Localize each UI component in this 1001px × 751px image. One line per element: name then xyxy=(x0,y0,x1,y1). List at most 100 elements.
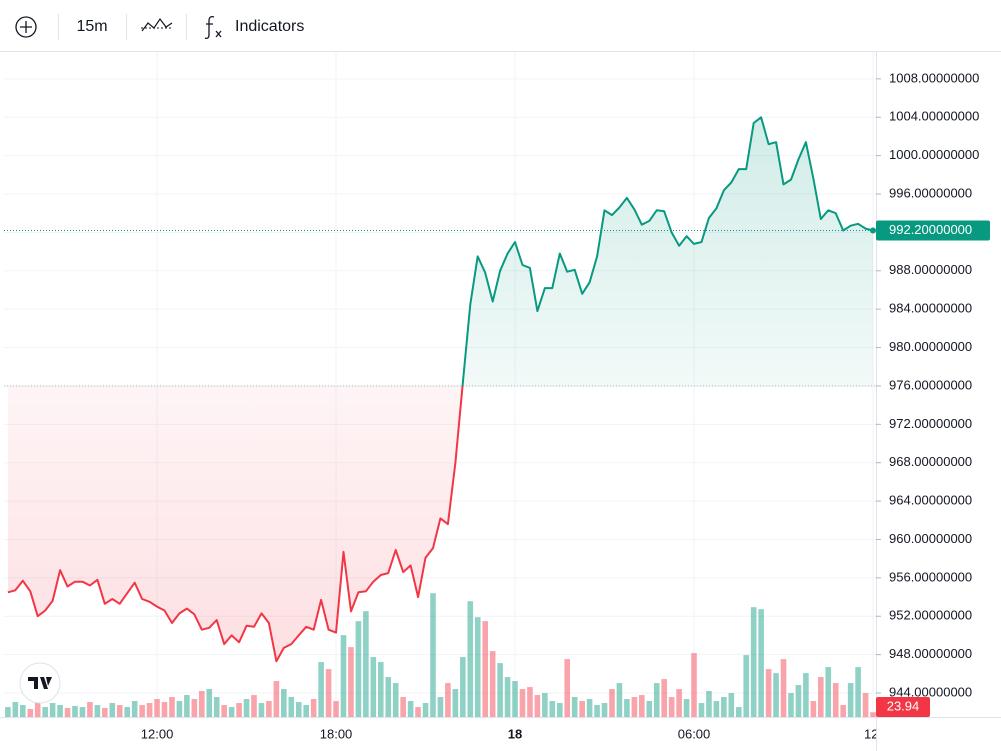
plot xyxy=(4,52,877,717)
volume-bar xyxy=(758,609,764,717)
volume-bar xyxy=(601,703,608,717)
volume-bar xyxy=(616,683,623,717)
volume-bar xyxy=(750,607,757,717)
volume-bar xyxy=(586,699,593,717)
volume-bar xyxy=(273,681,280,717)
volume-bar xyxy=(206,689,213,717)
volume-bar xyxy=(161,702,168,717)
volume-bar xyxy=(832,683,839,717)
last-price-label: 992.20000000 xyxy=(889,222,972,237)
volume-bar xyxy=(474,617,481,717)
y-tick-label: 984.00000000 xyxy=(889,301,972,316)
fx-icon xyxy=(204,15,222,40)
y-tick-label: 960.00000000 xyxy=(889,531,972,546)
volume-bar xyxy=(34,701,41,717)
volume-bar xyxy=(497,663,503,717)
y-tick-label: 968.00000000 xyxy=(889,454,972,469)
volume-bar xyxy=(87,702,93,717)
volume-bar xyxy=(258,703,265,717)
volume-bar xyxy=(661,679,667,717)
y-tick-label: 980.00000000 xyxy=(889,339,972,354)
volume-bar xyxy=(49,703,56,717)
volume-bar xyxy=(653,683,660,717)
volume-bar xyxy=(19,705,26,717)
volume-bar xyxy=(519,689,526,717)
volume-bar xyxy=(556,703,563,717)
y-tick-label: 1004.00000000 xyxy=(889,109,979,124)
volume-bar xyxy=(310,699,317,717)
volume-bar xyxy=(392,683,399,717)
volume-bar xyxy=(415,707,421,717)
volume-bar xyxy=(624,699,630,717)
y-tick-label: 952.00000000 xyxy=(889,608,972,623)
interval-button[interactable]: 15m xyxy=(76,18,107,35)
y-tick-label: 964.00000000 xyxy=(889,493,972,508)
volume-bar xyxy=(12,702,19,717)
volume-bar xyxy=(870,712,876,717)
add-icon xyxy=(15,16,37,38)
x-tick-label: 18:00 xyxy=(320,726,353,741)
volume-bar xyxy=(512,681,518,717)
volume-bar xyxy=(482,621,488,717)
volume-bar xyxy=(303,705,310,717)
y-tick-label: 948.00000000 xyxy=(889,646,972,661)
volume-bar xyxy=(534,695,541,717)
toolbar: 15m Indicators xyxy=(0,0,1001,52)
volume-bar xyxy=(765,669,772,717)
volume-bar xyxy=(564,659,571,717)
volume-bar xyxy=(266,701,272,717)
volume-bar xyxy=(191,699,198,717)
volume-bar xyxy=(467,601,474,717)
volume-bar xyxy=(818,677,824,717)
indicators-label: Indicators xyxy=(235,18,304,35)
volume-bar xyxy=(460,657,466,717)
volume-bar xyxy=(691,653,697,717)
logo-mark xyxy=(28,677,52,689)
volume-bar xyxy=(549,701,556,717)
volume-label: 23.94 xyxy=(887,698,920,713)
volume-bar xyxy=(169,697,175,717)
volume-bar xyxy=(72,706,78,717)
tv-logo xyxy=(19,662,61,704)
volume-bar xyxy=(228,707,235,717)
indicators-button[interactable]: Indicators xyxy=(204,15,304,40)
volume-bar xyxy=(363,611,369,717)
volume-badge xyxy=(876,697,930,717)
last-price-dot xyxy=(870,227,877,234)
y-tick-label: 996.00000000 xyxy=(889,185,972,200)
volume-bar xyxy=(571,697,578,717)
volume-bar xyxy=(773,673,779,717)
y-tick-label: 988.00000000 xyxy=(889,262,972,277)
volume-bar xyxy=(594,705,600,717)
volume-bar xyxy=(527,687,533,717)
volume-bar xyxy=(370,657,377,717)
volume-bar xyxy=(288,697,295,717)
volume-bar xyxy=(139,705,145,717)
volume-bar xyxy=(855,667,861,717)
price-axis-bg xyxy=(876,52,1001,751)
volume-bar xyxy=(676,689,682,717)
chart-type-button[interactable] xyxy=(141,17,173,32)
volume-bar xyxy=(340,635,347,717)
volume-bar xyxy=(721,697,727,717)
add-symbol-button[interactable] xyxy=(15,16,37,38)
volume-bar xyxy=(5,707,11,717)
volume-bar xyxy=(109,703,116,717)
y-tick-label: 956.00000000 xyxy=(889,569,972,584)
volume-bar xyxy=(243,699,250,717)
y-tick-label: 972.00000000 xyxy=(889,416,972,431)
volume-bar xyxy=(184,695,190,717)
add-icon-plus xyxy=(20,21,32,33)
volume-bar xyxy=(355,621,362,717)
volume-bar xyxy=(504,677,511,717)
volume-bar xyxy=(430,593,436,717)
volume-bar xyxy=(489,651,496,717)
axes: 12:00 18:00 18 06:00 12:944.00000000948.0000… xyxy=(0,52,1001,751)
volume-bar xyxy=(213,697,220,717)
volume-bar xyxy=(445,683,451,717)
volume-bar xyxy=(631,697,638,717)
chart-type-icon xyxy=(141,17,173,32)
volume-bar xyxy=(422,703,429,717)
